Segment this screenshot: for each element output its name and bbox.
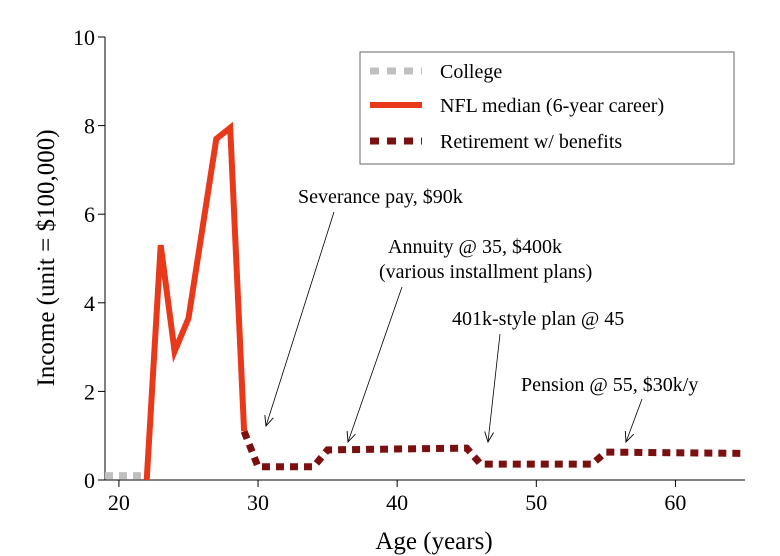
pension-arrow xyxy=(625,398,643,443)
annuity-annotation: Annuity @ 35, $400k xyxy=(388,236,562,258)
legend-box xyxy=(359,51,735,165)
legend-label-retirement: Retirement w/ benefits xyxy=(440,131,622,153)
y-tick-label: 8 xyxy=(84,114,95,139)
x-tick-label: 20 xyxy=(108,490,130,515)
y-tick-label: 4 xyxy=(84,291,95,316)
series-layer xyxy=(105,121,746,481)
legend-label-nfl: NFL median (6-year career) xyxy=(440,95,664,117)
y-tick-label: 10 xyxy=(73,25,95,50)
pension-annotation: Pension @ 55, $30k/y xyxy=(521,374,698,396)
legend-label-college: College xyxy=(440,61,502,83)
series-retirement-line xyxy=(240,430,746,471)
severance-annotation: Severance pay, $90k xyxy=(298,186,463,208)
x-tick-label: 60 xyxy=(664,490,686,515)
annuity-annotation-line2: (various installment plans) xyxy=(379,261,592,283)
annuity-arrow xyxy=(347,286,403,443)
annotation-arrowhead xyxy=(346,430,356,444)
401k-arrow xyxy=(487,333,501,443)
legend: College NFL median (6-year career) Retir… xyxy=(359,51,735,165)
annotation-arrowhead xyxy=(264,415,274,428)
annotation-arrowhead xyxy=(624,430,635,444)
x-tick-label: 30 xyxy=(247,490,269,515)
x-tick-label: 50 xyxy=(525,490,547,515)
y-tick-label: 0 xyxy=(84,468,95,493)
y-ticks: 0 2 4 6 8 10 xyxy=(73,25,105,493)
series-nfl-line xyxy=(143,121,248,481)
x-tick-label: 40 xyxy=(386,490,408,515)
x-axis-title: Age (years) xyxy=(375,528,492,555)
annotations: Severance pay, $90k Annuity @ 35, $400k … xyxy=(264,186,698,444)
y-tick-label: 6 xyxy=(84,202,95,227)
x-ticks: 20 30 40 50 60 xyxy=(108,480,686,515)
y-tick-label: 2 xyxy=(84,379,95,404)
401k-annotation: 401k-style plan @ 45 xyxy=(452,308,624,330)
annotation-arrowhead xyxy=(484,431,494,444)
y-axis-title: Income (unit = $100,000) xyxy=(33,129,60,386)
severance-arrow xyxy=(265,211,335,427)
